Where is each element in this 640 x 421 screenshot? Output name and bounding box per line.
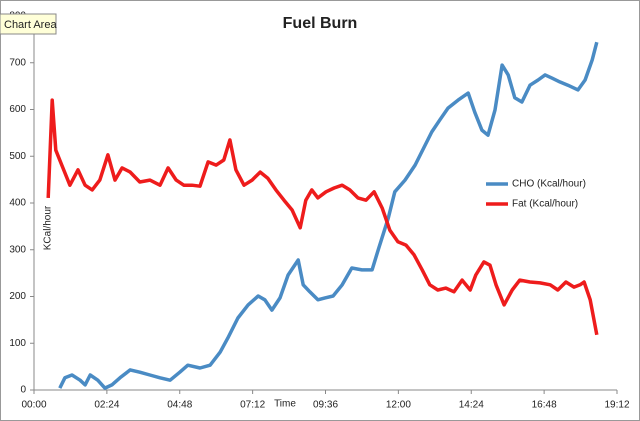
y-tick-label: 200	[9, 291, 26, 302]
x-tick-label: 00:00	[21, 400, 46, 411]
legend-label: Fat (Kcal/hour)	[512, 199, 578, 210]
chart-title: Fuel Burn	[283, 15, 358, 32]
legend-label: CHO (Kcal/hour)	[512, 179, 586, 190]
y-tick-label: 0	[20, 385, 26, 396]
x-tick-label: 12:00	[386, 400, 411, 411]
y-tick-label: 500	[9, 151, 26, 162]
x-tick-label: 07:12	[240, 400, 265, 411]
y-tick-label: 400	[9, 198, 26, 209]
y-axis-label: KCal/hour	[43, 205, 54, 250]
y-tick-label: 600	[9, 104, 26, 115]
x-tick-label: 16:48	[532, 400, 557, 411]
y-tick-label: 100	[9, 338, 26, 349]
x-tick-label: 09:36	[313, 400, 338, 411]
x-tick-label: 04:48	[167, 400, 192, 411]
y-tick-label: 700	[9, 57, 26, 68]
tooltip-box	[0, 13, 57, 35]
x-tick-label: 02:24	[94, 400, 119, 411]
series-line	[46, 98, 599, 336]
y-tick-label: 300	[9, 244, 26, 255]
tooltip: Chart Area	[4, 19, 57, 31]
x-tick-label: 14:24	[459, 400, 484, 411]
series-line	[58, 41, 599, 390]
x-axis-label: Time	[274, 399, 296, 410]
x-tick-label: 19:12	[604, 400, 629, 411]
